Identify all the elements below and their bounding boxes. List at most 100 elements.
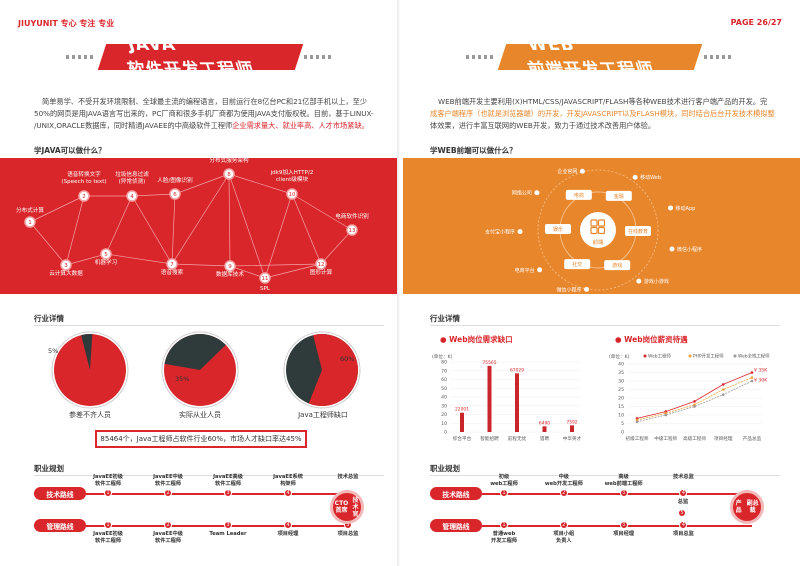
- radial-outer-dot: [636, 278, 642, 284]
- chart2-legend-marker: [733, 354, 737, 358]
- chart1-bar-value: 7592: [566, 419, 577, 425]
- network-node-circle: [224, 260, 236, 272]
- career-step-label: 项目总监: [673, 531, 694, 537]
- chart1-ytick: 50: [441, 386, 447, 392]
- network-node-label: jdk9加入HTTP/2 client级模块: [270, 170, 314, 183]
- chart2-point: [693, 400, 696, 403]
- career-goal: CTO 首席 技术官: [330, 490, 364, 524]
- network-node: 1: [24, 216, 36, 228]
- radial-outer-dot: [537, 267, 543, 273]
- network-node-number: 2: [82, 194, 86, 200]
- network-node: 12: [315, 258, 327, 270]
- network-edge: [65, 195, 85, 266]
- banner-stripe: [66, 55, 96, 59]
- chart1-bar-value: 75565: [483, 360, 497, 366]
- chart1-bar: [460, 412, 464, 432]
- chart1-ytick: 60: [441, 377, 447, 383]
- chart1-ytick: 80: [441, 360, 447, 366]
- chart1-ytick: 70: [441, 368, 447, 374]
- radial-inner-label: 社交: [572, 261, 582, 268]
- chart1-bar: [542, 426, 547, 432]
- chart2-xtick: 初级工程师: [626, 435, 649, 442]
- network-node: 2: [78, 190, 90, 202]
- career-step-label: JavaEE中级 软件工程师: [153, 474, 183, 487]
- right-page: PAGE 26/27 WEB 前端开发工程师 WEB前端开发主要利用(X)HTM…: [400, 0, 800, 566]
- chart1-ytick: 30: [441, 403, 447, 409]
- network-edge: [228, 173, 266, 279]
- radial-center-label: 前端: [592, 238, 604, 246]
- network-node-circle: [315, 258, 327, 270]
- network-node-circle: [166, 258, 178, 270]
- web-intro: WEB前端开发主要利用(X)HTML/CSS/JAVASCRIPT/FLASH等…: [430, 97, 775, 130]
- radial-outer-label: 企业官网: [557, 168, 577, 175]
- network-node-circle: [100, 248, 112, 260]
- chart2-ytick: 40: [618, 362, 624, 368]
- career-step-label: 技术总监: [673, 474, 694, 480]
- chart2-point: [750, 371, 754, 374]
- chart1-title: ● Web岗位需求缺口: [440, 335, 513, 344]
- mgmt-route-track: [86, 525, 351, 527]
- radial-inner-box: [565, 189, 592, 200]
- career-step-label: 初级 web工程师: [490, 474, 518, 487]
- radial-outer-ring: [537, 169, 659, 291]
- chart2-series-line: [636, 377, 753, 421]
- radial-outer-dot: [579, 168, 585, 174]
- career-step-label: 项目经理: [277, 531, 299, 537]
- chart2-point: [750, 376, 754, 379]
- web-demand-bar-chart: (单位：K)80 70 60 50 40 30 20 10 0 22001 综合平台 75565 智能招…: [432, 353, 582, 442]
- network-node-number: 11: [262, 276, 269, 282]
- java-banner-title: JAVA 软件开发工程师: [97, 35, 303, 80]
- tech-route-track: [86, 493, 351, 495]
- chart2-xtick: 产品总监: [743, 435, 762, 442]
- java-network-panel: 1 2 3 4 5 6 7 8 9 10 11 12 13: [0, 158, 397, 294]
- network-node-number: 4: [130, 194, 134, 200]
- chart1-ytick: 20: [441, 412, 447, 418]
- career-step-label: Team Leader: [209, 531, 247, 537]
- career-step-dot: 2: [559, 489, 568, 497]
- java-pies: [51, 331, 361, 409]
- chart2-legend-label: Web工程师: [648, 353, 671, 360]
- network-edge: [105, 253, 173, 265]
- radial-inner-label: 电商: [574, 192, 584, 199]
- network-node: 6: [169, 188, 181, 200]
- chart2-ytick: 5: [621, 421, 624, 427]
- career-step-label: 高级 web前端工程师: [604, 474, 643, 487]
- network-node-number: 7: [170, 262, 174, 268]
- pie-slice: [308, 334, 358, 406]
- career-step-dot: 2: [164, 521, 172, 529]
- network-node-label: 机器学习: [94, 260, 118, 266]
- chart1-ytick: 0: [444, 430, 447, 436]
- chart1-xtick: 猎聘: [540, 435, 550, 442]
- network-edge: [320, 229, 353, 265]
- chart1-bar-value: 22001: [455, 407, 469, 413]
- radial-inner-label: 游戏: [612, 262, 622, 269]
- web-industry-title: 行业详情: [430, 314, 460, 323]
- chart2-callout: ¥ 35K: [754, 368, 768, 374]
- radial-outer-label: 游戏小游戏: [644, 278, 669, 285]
- network-node-circle: [346, 224, 358, 236]
- network-edge: [29, 221, 67, 266]
- career-step-label: JavaEE初级 软件工程师: [93, 474, 123, 487]
- radial-center-icon: [597, 226, 606, 235]
- career-step-dot: 3: [224, 521, 232, 529]
- network-edge: [171, 193, 176, 265]
- radial-inner-label: 娱乐: [553, 226, 563, 233]
- network-node-circle: [169, 188, 181, 200]
- career-step-label: 项目经理: [613, 531, 634, 537]
- radial-outer-dot: [632, 174, 638, 180]
- radial-center-icon: [590, 219, 598, 227]
- network-edge: [229, 265, 266, 279]
- career-mid-step: 总监: [677, 499, 689, 505]
- radial-inner-box: [604, 260, 631, 271]
- network-node-label: 语音转换文字 (Speech to text): [61, 172, 107, 185]
- java-career-title: 职业规划: [34, 464, 64, 473]
- network-node: 3: [60, 259, 72, 271]
- chart1-bar-value: 6490: [539, 420, 550, 426]
- chart2-point: [635, 420, 639, 424]
- chart2-callout: ¥ 30K: [754, 378, 768, 384]
- network-edge: [171, 173, 230, 265]
- radial-outer-label: 网络公司: [512, 190, 532, 197]
- network-edge: [264, 263, 322, 279]
